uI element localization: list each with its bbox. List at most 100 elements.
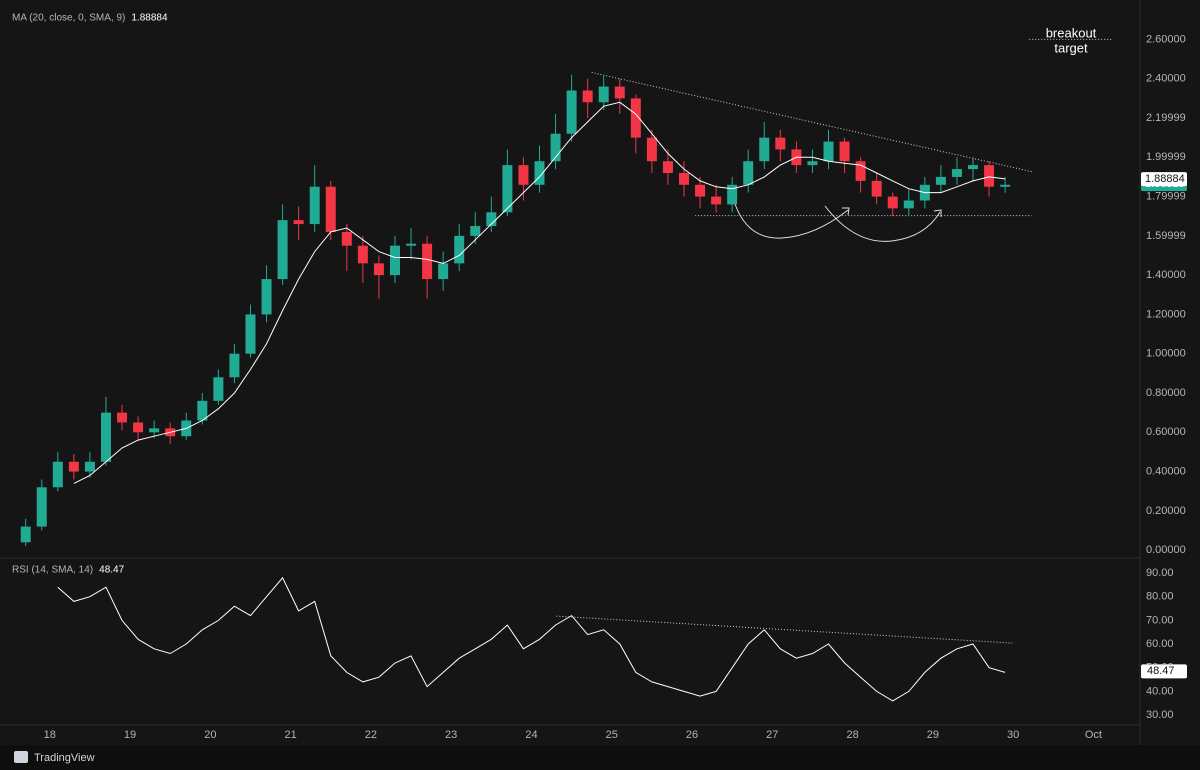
candle-body: [68, 461, 79, 472]
y-tick-label: 0.80000: [1146, 387, 1186, 399]
x-tick-label: 19: [124, 729, 136, 741]
candle-body: [149, 428, 160, 433]
candle-body: [743, 161, 754, 185]
candle-body: [438, 263, 449, 280]
y-tick-label: 2.60000: [1146, 33, 1186, 45]
arc-arrow: [734, 203, 849, 239]
arc-arrow: [824, 205, 941, 242]
y-tick-label: 0.40000: [1146, 465, 1186, 477]
arrow-head: [933, 209, 942, 217]
candle-body: [518, 165, 529, 185]
trendline: [591, 71, 1032, 173]
y-tick-label: 80.00: [1146, 591, 1174, 603]
candle-body: [951, 169, 962, 177]
y-tick-label: 30.00: [1146, 709, 1174, 721]
candle-body: [1000, 184, 1011, 187]
footer-bar: [0, 745, 1200, 770]
x-tick-label: 25: [606, 729, 618, 741]
candle-body: [373, 263, 384, 276]
candle-body: [759, 137, 770, 162]
candle-body: [84, 461, 95, 472]
candle-body: [486, 212, 497, 227]
x-tick-label: 23: [445, 729, 457, 741]
rsi-value-box: [1141, 664, 1187, 679]
candle-body: [775, 137, 786, 150]
candle-body: [100, 412, 111, 462]
candle-body: [887, 196, 898, 209]
candle-body: [470, 226, 481, 236]
candle-body: [807, 161, 818, 166]
ma-value-label: 1.88884: [1145, 173, 1185, 185]
x-tick-label: 29: [927, 729, 939, 741]
x-tick-label: 20: [204, 729, 216, 741]
indicator-name: MA (20, close, 0, SMA, 9): [12, 13, 125, 24]
candle-body: [646, 137, 657, 162]
candle-body: [855, 161, 866, 181]
x-tick-label: 21: [284, 729, 296, 741]
candle-body: [598, 86, 609, 103]
candle-body: [293, 220, 304, 225]
indicator-line: [73, 101, 1006, 484]
candle-body: [679, 173, 689, 185]
x-tick-label: 27: [766, 729, 778, 741]
y-tick-label: 0.20000: [1146, 505, 1186, 517]
candle-body: [502, 165, 513, 213]
brand-name: TradingView: [34, 752, 95, 764]
trendline: [556, 615, 1013, 644]
x-tick-label: 26: [686, 729, 698, 741]
candle-body: [341, 231, 352, 246]
arrow-head: [842, 207, 850, 216]
candle-body: [534, 161, 545, 185]
candle-body: [422, 243, 433, 280]
candle-body: [117, 412, 128, 423]
candle-body: [389, 245, 400, 276]
candle-body: [36, 487, 47, 527]
candle-body: [695, 184, 706, 197]
x-tick-label: 24: [525, 729, 537, 741]
y-tick-label: 1.79999: [1146, 190, 1186, 202]
x-tick-label: 30: [1007, 729, 1019, 741]
candle-body: [711, 196, 722, 205]
candle-body: [261, 279, 272, 315]
candle-body: [582, 90, 593, 103]
y-tick-label: 60.00: [1146, 638, 1174, 650]
candle-body: [52, 461, 63, 488]
candle-body: [903, 200, 914, 209]
y-tick-label: 70.00: [1146, 614, 1174, 626]
y-tick-label: 90.00: [1146, 567, 1174, 579]
candle-body: [229, 353, 240, 378]
indicator-line: [57, 576, 1006, 702]
indicator-name: RSI (14, SMA, 14): [12, 565, 93, 576]
y-tick-label: 2.19999: [1146, 112, 1186, 124]
candle-body: [213, 377, 224, 401]
y-tick-label: 1.20000: [1146, 308, 1186, 320]
candle-body: [727, 184, 738, 205]
y-tick-label: 2.40000: [1146, 73, 1186, 85]
candle-body: [309, 186, 320, 225]
annotation: target: [1054, 40, 1088, 55]
candle-body: [357, 245, 368, 264]
indicator-value: 48.47: [99, 565, 124, 576]
indicator-value: 1.88884: [131, 13, 168, 24]
brand-logo: [14, 751, 28, 763]
annotation: breakout: [1046, 25, 1097, 40]
candle-body: [968, 165, 979, 170]
candle-body: [197, 400, 208, 421]
candle-body: [662, 161, 673, 173]
candle-body: [454, 235, 465, 264]
y-tick-label: 1.99999: [1146, 151, 1186, 163]
candle-body: [20, 526, 31, 543]
candle-body: [614, 86, 625, 99]
y-tick-label: 0.60000: [1146, 426, 1186, 438]
candle-body: [984, 165, 995, 187]
candle-body: [839, 141, 850, 162]
candle-body: [325, 186, 336, 232]
y-tick-label: 1.59999: [1146, 230, 1186, 242]
candle-body: [935, 176, 946, 185]
x-tick-label: 28: [846, 729, 858, 741]
ma-value-box: [1141, 172, 1187, 187]
candle-body: [823, 141, 834, 162]
candle-body: [566, 90, 577, 134]
